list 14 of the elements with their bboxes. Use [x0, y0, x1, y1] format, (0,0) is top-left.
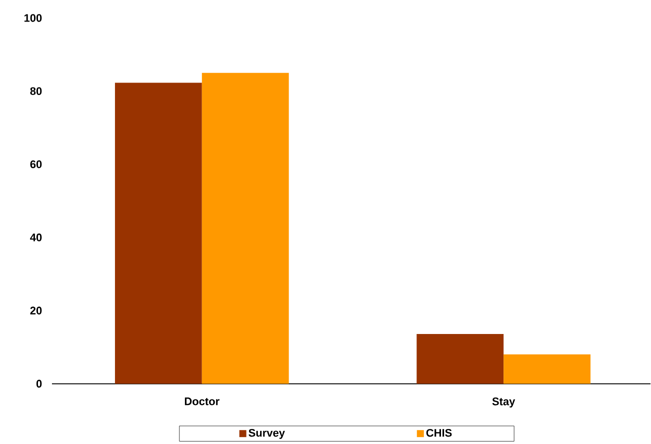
- bar: [202, 73, 289, 384]
- bar: [416, 334, 504, 384]
- y-tick-label: 80: [30, 87, 42, 96]
- y-tick-label: 20: [30, 306, 42, 315]
- x-tick-label: Doctor: [184, 398, 220, 406]
- legend-label: Survey: [248, 429, 285, 440]
- bar: [504, 354, 591, 384]
- y-tick-label: 40: [30, 234, 42, 242]
- y-tick-label: 0: [36, 380, 42, 388]
- legend-label: CHIS: [426, 429, 452, 437]
- y-tick-label: 60: [30, 160, 42, 168]
- bar: [114, 82, 202, 384]
- y-tick-label: 100: [24, 14, 42, 22]
- x-tick-label: Stay: [492, 398, 516, 408]
